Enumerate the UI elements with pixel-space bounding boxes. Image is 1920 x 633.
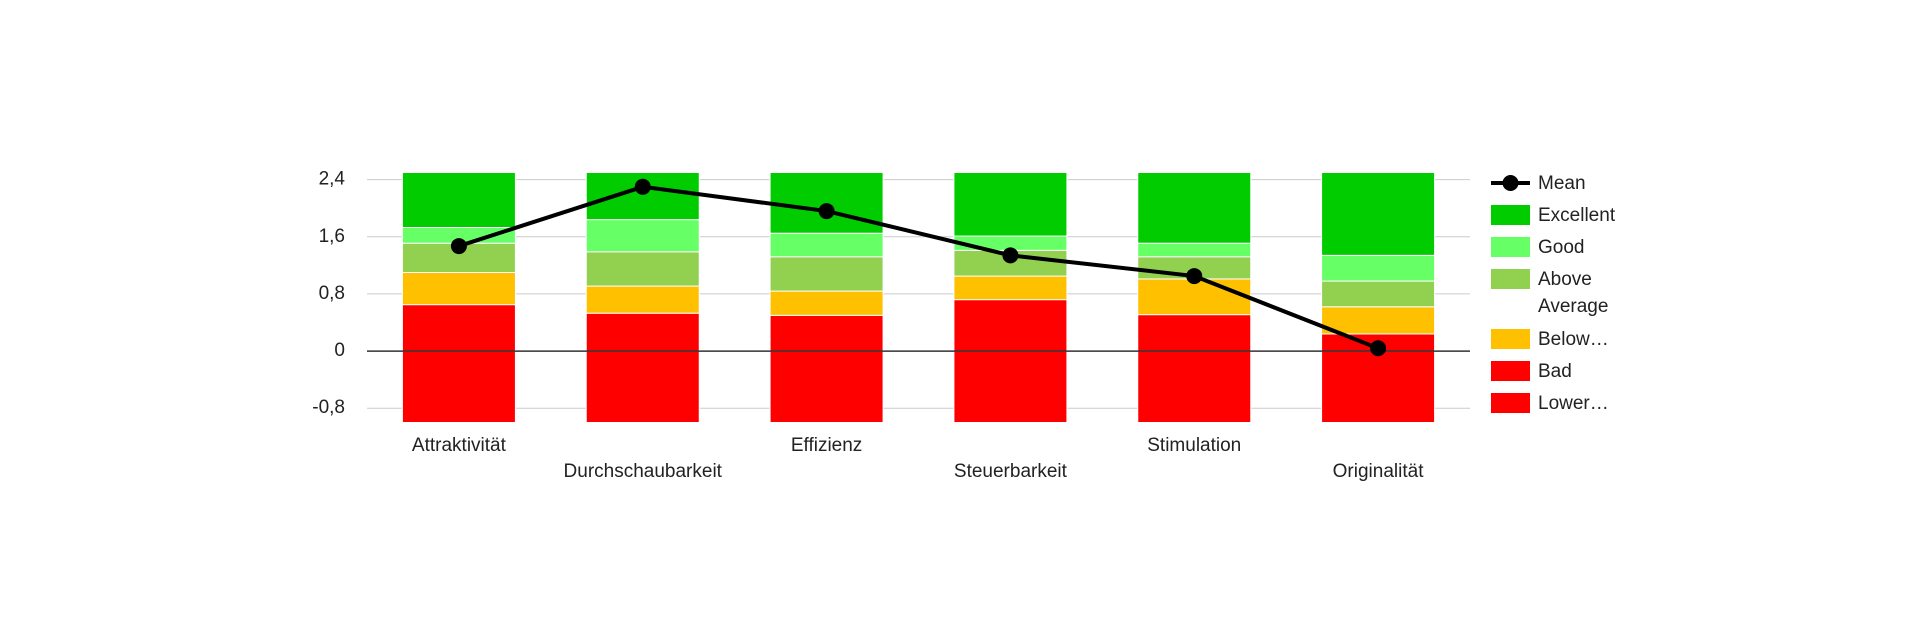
bar-segment — [1137, 242, 1252, 258]
legend-rect — [1491, 205, 1530, 225]
mean-point — [1002, 247, 1019, 264]
bar-segment — [1321, 254, 1436, 282]
legend-swatch — [1491, 205, 1530, 225]
bar-segment — [585, 251, 700, 287]
x-tick-label: Effizienz — [791, 435, 862, 456]
bar-segment — [953, 275, 1068, 301]
y-tick-label: 0,8 — [319, 283, 345, 304]
x-tick-label: Durchschaubarkeit — [564, 461, 723, 482]
mean-line — [458, 184, 1379, 351]
legend-label: Below… — [1538, 329, 1609, 350]
legend-label: Above Average — [1538, 269, 1609, 317]
legend-rect — [1491, 361, 1530, 381]
x-tick-label: Attraktivität — [412, 435, 507, 456]
bar-segment — [769, 256, 884, 292]
bar-segment — [1321, 280, 1436, 308]
bar-segment — [401, 172, 516, 228]
bar-segment — [769, 290, 884, 316]
legend-dot — [1502, 175, 1519, 191]
bar-segment — [1321, 172, 1436, 256]
legend-swatch — [1491, 175, 1530, 191]
x-tick-label: Steuerbarkeit — [954, 461, 1068, 482]
bar-segment — [1321, 306, 1436, 335]
bar-segment — [953, 172, 1068, 237]
bar-segment — [585, 219, 700, 253]
bar-segment — [769, 232, 884, 258]
bar-segment — [953, 299, 1068, 352]
bar-segment — [585, 285, 700, 314]
bar-segment — [1137, 278, 1252, 316]
x-tick-label: Stimulation — [1147, 435, 1241, 456]
legend-swatch — [1491, 269, 1530, 289]
legend-rect — [1491, 237, 1530, 257]
bar-segment — [1321, 350, 1436, 424]
bar-segment — [1137, 350, 1252, 424]
legend-label: Good — [1538, 237, 1585, 258]
legend-label: Excellent — [1538, 205, 1616, 226]
y-tick-label: 2,4 — [319, 169, 346, 190]
legend-swatch — [1491, 329, 1530, 349]
bar-segment — [401, 272, 516, 306]
legend-label: Mean — [1538, 173, 1586, 194]
bar-segment — [401, 350, 516, 424]
bar-segment — [585, 350, 700, 424]
y-tick-label: 0 — [334, 340, 345, 361]
y-tick-label: 1,6 — [319, 226, 345, 247]
legend-rect — [1491, 269, 1530, 289]
legend-label: Lower… — [1538, 393, 1609, 414]
mean-point — [634, 178, 651, 195]
mean-point — [1186, 268, 1203, 285]
x-tick-label: Originalität — [1333, 461, 1425, 482]
legend-swatch — [1491, 361, 1530, 381]
bar-segment — [769, 350, 884, 424]
bar-segment — [769, 172, 884, 234]
bar-segment — [401, 304, 516, 352]
bar-segment — [1137, 172, 1252, 244]
grid — [367, 179, 1470, 409]
bar-segment — [769, 314, 884, 352]
legend-swatch — [1491, 237, 1530, 257]
legend-rect — [1491, 329, 1530, 349]
mean-point — [818, 203, 835, 220]
bar-segment — [1137, 314, 1252, 352]
legend-rect — [1491, 393, 1530, 413]
mean-point — [450, 238, 467, 255]
mean-point — [1370, 340, 1387, 357]
bar-segment — [953, 350, 1068, 424]
bars — [401, 172, 1436, 424]
legend-swatch — [1491, 393, 1530, 413]
y-tick-label: -0,8 — [312, 397, 345, 418]
bar-segment — [585, 312, 700, 352]
legend-label: Bad — [1538, 361, 1572, 382]
